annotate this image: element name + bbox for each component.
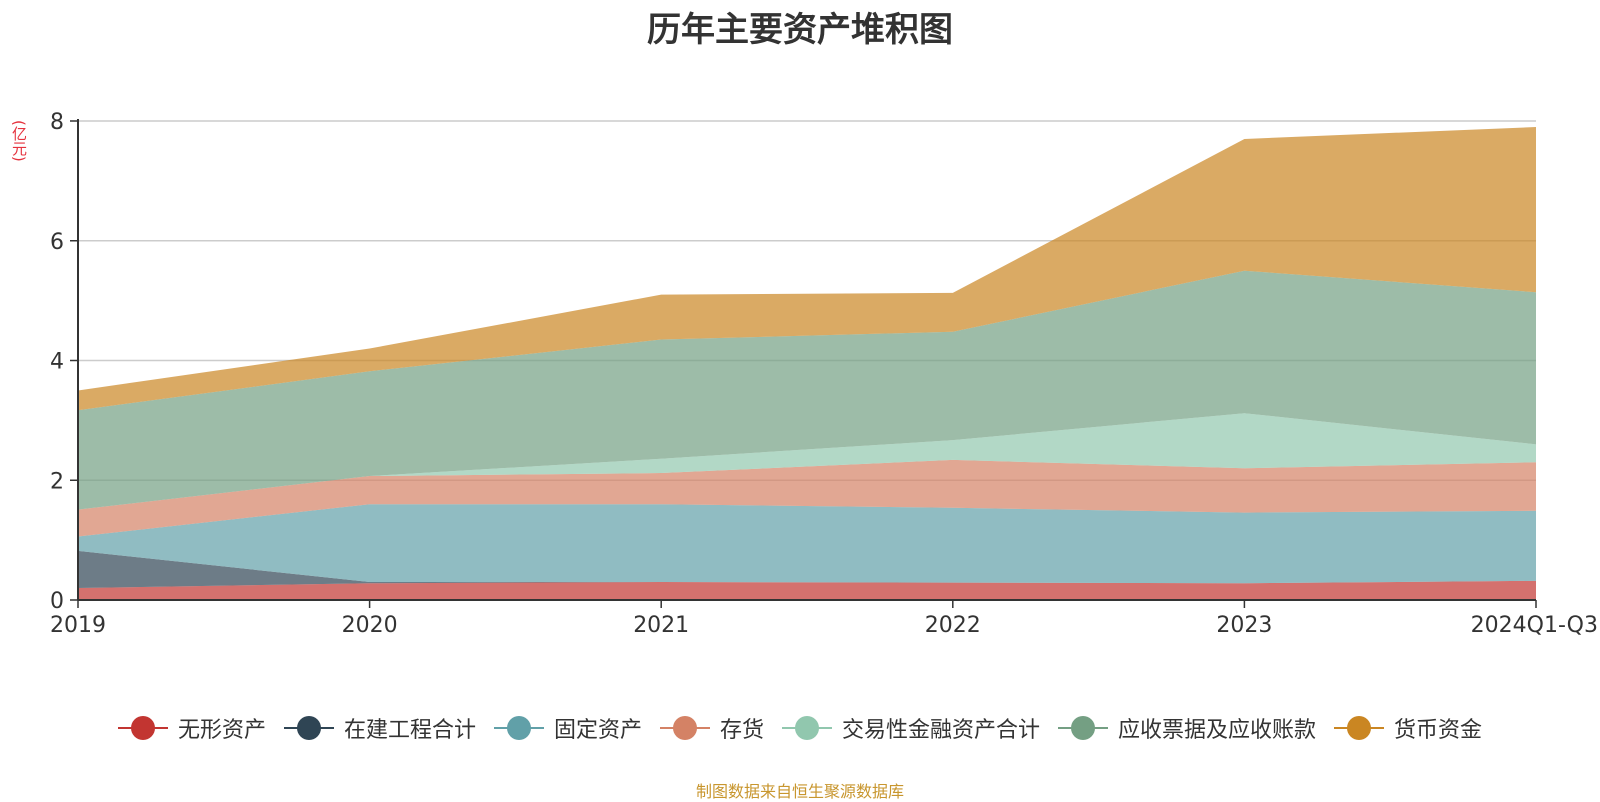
legend-label: 无形资产 [177, 718, 266, 743]
x-tick-label-1: 2020 [342, 613, 398, 638]
legend-item-0[interactable]: 无形资产 [117, 712, 266, 744]
area-series-5[interactable] [78, 270, 1536, 510]
legend-item-2[interactable]: 固定资产 [493, 712, 642, 744]
y-tick-label-2: 2 [50, 469, 64, 494]
legend-marker-icon [117, 715, 168, 741]
legend-marker-icon [1058, 715, 1109, 741]
area-series-2[interactable] [78, 504, 1536, 584]
legend: 无形资产 在建工程合计 固定资产 存货 交易性金融资产合计 应收票据及应收账款 货币资金 [0, 712, 1600, 744]
area-series-4[interactable] [78, 413, 1536, 510]
axes: 0 2 4 6 8 2019 2020 2021 2022 2023 2024Q1-Q3 [50, 110, 1598, 638]
legend-marker-icon [1334, 715, 1385, 741]
y-tick-label-4: 4 [50, 350, 64, 375]
area-series-3[interactable] [78, 459, 1536, 537]
legend-marker-icon [659, 715, 710, 741]
stacked-area-chart: 0 2 4 6 8 2019 2020 2021 2022 2023 2024Q1-Q3 [50, 110, 1598, 638]
x-tick-label-2: 2021 [633, 613, 689, 638]
legend-marker-icon [283, 715, 334, 741]
legend-marker-icon [782, 715, 832, 741]
legend-item-4[interactable]: 交易性金融资产合计 [782, 712, 1040, 744]
legend-item-1[interactable]: 在建工程合计 [283, 712, 476, 744]
area-series [78, 126, 1536, 600]
x-tick-label-5: 2024Q1-Q3 [1471, 613, 1598, 638]
legend-marker-icon [493, 715, 544, 741]
legend-label: 交易性金融资产合计 [842, 718, 1041, 743]
chart-title: 历年主要资产堆积图 [647, 10, 953, 50]
source-note: 制图数据来自恒生聚源数据库 [695, 782, 904, 801]
legend-item-6[interactable]: 货币资金 [1334, 712, 1482, 744]
legend-item-5[interactable]: 应收票据及应收账款 [1058, 712, 1316, 744]
legend-item-3[interactable]: 存货 [659, 712, 764, 744]
y-tick-label-8: 8 [50, 110, 64, 135]
legend-label: 存货 [719, 718, 764, 743]
legend-label: 固定资产 [553, 718, 642, 743]
y-tick-label-6: 6 [50, 230, 64, 255]
legend-label: 应收票据及应收账款 [1118, 718, 1317, 743]
x-tick-label-3: 2022 [925, 613, 981, 638]
legend-label: 在建工程合计 [343, 718, 476, 743]
x-tick-label-0: 2019 [50, 613, 106, 638]
x-tick-label-4: 2023 [1216, 613, 1272, 638]
area-series-6[interactable] [78, 126, 1536, 411]
area-series-0[interactable] [78, 580, 1536, 600]
legend-label: 货币资金 [1394, 718, 1483, 743]
area-series-1[interactable] [78, 550, 1536, 589]
y-tick-label-0: 0 [50, 589, 64, 614]
y-axis-unit-label: (亿元) [10, 120, 28, 162]
